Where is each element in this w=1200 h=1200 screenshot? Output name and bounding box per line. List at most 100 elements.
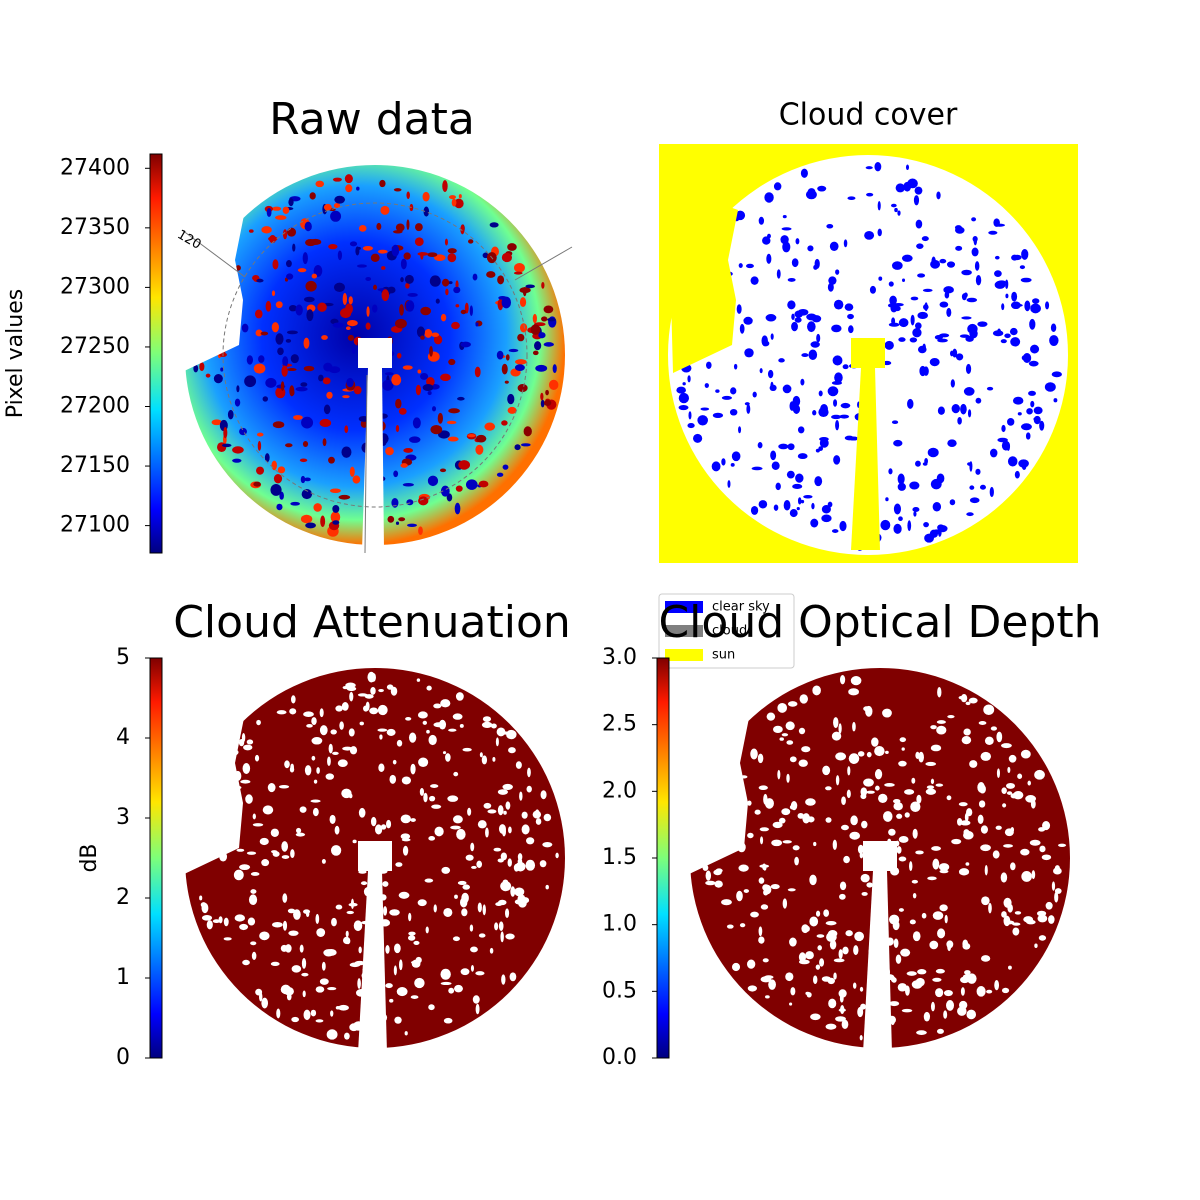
sky-patch bbox=[430, 424, 443, 435]
sky-patch bbox=[894, 207, 898, 213]
colorbar-tick-label: 1.0 bbox=[602, 912, 637, 937]
colorbar-tick-label: 3 bbox=[116, 805, 130, 830]
sky-patch bbox=[514, 887, 525, 897]
sky-patch bbox=[860, 793, 867, 800]
sky-patch bbox=[850, 815, 858, 826]
sky-patch bbox=[896, 813, 903, 819]
sky-patch bbox=[448, 408, 460, 414]
sky-patch bbox=[467, 434, 476, 438]
sky-patch bbox=[787, 701, 798, 707]
sky-patch bbox=[946, 795, 952, 801]
sky-patch bbox=[930, 1001, 935, 1012]
sky-patch bbox=[378, 763, 385, 773]
sky-patch bbox=[1007, 766, 1011, 773]
sky-patch bbox=[860, 1003, 866, 1010]
sky-patch bbox=[389, 909, 400, 916]
sky-patch bbox=[370, 816, 377, 827]
sky-patch bbox=[291, 695, 296, 704]
sky-patch bbox=[750, 748, 758, 760]
sky-patch bbox=[323, 362, 333, 372]
colorbar-tick-label: 27400 bbox=[60, 155, 130, 180]
sky-patch bbox=[496, 472, 504, 477]
sky-patch bbox=[385, 945, 390, 954]
polar-spoke bbox=[364, 374, 368, 554]
sky-patch bbox=[415, 384, 421, 396]
sky-patch bbox=[789, 509, 798, 518]
sky-patch bbox=[840, 402, 851, 409]
sky-patch bbox=[878, 793, 888, 804]
sky-patch bbox=[297, 268, 307, 273]
sky-patch bbox=[427, 390, 432, 396]
sky-patch bbox=[915, 460, 921, 467]
sky-patch bbox=[966, 512, 974, 517]
sky-patch bbox=[348, 728, 355, 737]
legend-label: cloud bbox=[712, 624, 747, 639]
sky-patch bbox=[256, 466, 265, 475]
sky-patch bbox=[295, 386, 308, 392]
sky-patch bbox=[417, 252, 429, 256]
sky-patch bbox=[505, 908, 510, 918]
sky-patch bbox=[969, 328, 978, 339]
sky-patch bbox=[265, 377, 277, 388]
sky-patch bbox=[743, 316, 753, 325]
sky-patch bbox=[330, 210, 342, 222]
sky-patch bbox=[486, 271, 496, 278]
sky-patch bbox=[514, 444, 521, 451]
sky-patch bbox=[816, 934, 825, 938]
sky-patch bbox=[1025, 432, 1031, 440]
sky-patch bbox=[519, 323, 528, 333]
sky-patch bbox=[931, 846, 941, 851]
sky-patch bbox=[422, 191, 430, 202]
sky-patch bbox=[341, 702, 349, 711]
sky-patch bbox=[492, 757, 496, 762]
sky-patch bbox=[1005, 782, 1016, 789]
sky-patch bbox=[286, 260, 292, 268]
sky-patch bbox=[482, 716, 492, 722]
sky-patch bbox=[403, 448, 414, 453]
sky-patch bbox=[819, 438, 829, 448]
sky-patch bbox=[303, 909, 311, 914]
sky-patch bbox=[1008, 754, 1017, 763]
sky-patch bbox=[377, 728, 388, 732]
sky-patch bbox=[255, 988, 263, 996]
sky-patch bbox=[341, 446, 352, 458]
sky-patch bbox=[768, 979, 776, 990]
sky-patch bbox=[1012, 922, 1021, 926]
sky-patch bbox=[697, 415, 708, 426]
sky-patch bbox=[418, 757, 429, 767]
sky-patch bbox=[326, 391, 333, 399]
sky-patch bbox=[1031, 870, 1036, 880]
sky-patch bbox=[904, 789, 915, 795]
sky-patch bbox=[299, 944, 304, 953]
sky-patch bbox=[765, 995, 770, 999]
sky-patch bbox=[500, 931, 504, 943]
sky-patch bbox=[339, 721, 344, 730]
sky-patch bbox=[795, 473, 804, 483]
sky-patch bbox=[939, 301, 949, 308]
sky-patch bbox=[841, 796, 846, 806]
sky-patch bbox=[454, 984, 463, 993]
sky-patch bbox=[739, 923, 746, 928]
sky-patch bbox=[424, 878, 434, 883]
sky-patch bbox=[809, 874, 817, 886]
sky-patch bbox=[801, 353, 809, 358]
sky-patch bbox=[1001, 743, 1012, 749]
sky-patch bbox=[472, 273, 478, 281]
sky-patch bbox=[278, 785, 290, 789]
sky-patch bbox=[429, 345, 433, 357]
sky-patch bbox=[782, 898, 788, 909]
sky-patch bbox=[432, 406, 437, 412]
sky-patch bbox=[391, 498, 399, 508]
sky-patch bbox=[1029, 839, 1041, 846]
sky-patch bbox=[542, 841, 553, 848]
sky-patch bbox=[809, 918, 817, 925]
sky-patch bbox=[972, 235, 978, 242]
sky-patch bbox=[424, 329, 433, 338]
sky-patch bbox=[508, 826, 512, 834]
sky-patch bbox=[455, 304, 460, 308]
sky-patch bbox=[332, 751, 339, 755]
sky-patch bbox=[448, 728, 457, 732]
sky-patch bbox=[288, 304, 297, 312]
sky-patch bbox=[779, 737, 784, 741]
sky-patch bbox=[288, 930, 299, 936]
